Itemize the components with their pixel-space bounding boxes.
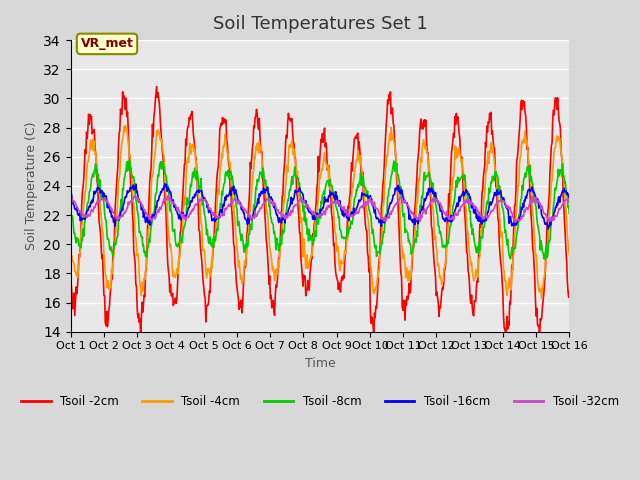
Tsoil -32cm <box>179 214 186 220</box>
Tsoil -16cm <box>205 210 212 216</box>
Text: VR_met: VR_met <box>81 37 134 50</box>
Tsoil -2cm <box>127 188 135 194</box>
Tsoil -32cm <box>566 199 573 205</box>
Line: Tsoil -8cm: Tsoil -8cm <box>70 161 570 259</box>
Tsoil -16cm <box>127 185 135 191</box>
Tsoil -8cm <box>381 220 388 226</box>
X-axis label: Time: Time <box>305 357 335 370</box>
Tsoil -2cm <box>381 147 388 153</box>
Tsoil -8cm <box>76 242 83 248</box>
Tsoil -32cm <box>381 215 388 220</box>
Tsoil -2cm <box>153 84 161 89</box>
Y-axis label: Soil Temperature (C): Soil Temperature (C) <box>24 121 38 250</box>
Tsoil -8cm <box>396 179 403 185</box>
Tsoil -8cm <box>541 256 548 262</box>
Line: Tsoil -16cm: Tsoil -16cm <box>70 184 570 229</box>
Tsoil -4cm <box>396 191 403 197</box>
Title: Soil Temperatures Set 1: Soil Temperatures Set 1 <box>212 15 428 33</box>
Tsoil -4cm <box>381 180 388 185</box>
Tsoil -8cm <box>125 158 133 164</box>
Tsoil -4cm <box>205 268 212 274</box>
Tsoil -4cm <box>67 246 74 252</box>
Tsoil -4cm <box>566 252 573 258</box>
Tsoil -2cm <box>67 288 74 294</box>
Tsoil -32cm <box>396 196 403 202</box>
Legend: Tsoil -2cm, Tsoil -4cm, Tsoil -8cm, Tsoil -16cm, Tsoil -32cm: Tsoil -2cm, Tsoil -4cm, Tsoil -8cm, Tsoi… <box>17 390 623 413</box>
Tsoil -16cm <box>566 199 573 205</box>
Tsoil -32cm <box>545 219 552 225</box>
Tsoil -16cm <box>179 213 186 218</box>
Tsoil -8cm <box>128 172 136 178</box>
Tsoil -32cm <box>205 206 212 212</box>
Tsoil -2cm <box>205 299 212 304</box>
Tsoil -16cm <box>67 192 74 197</box>
Tsoil -2cm <box>179 203 186 208</box>
Tsoil -4cm <box>122 122 129 128</box>
Tsoil -2cm <box>396 238 403 244</box>
Tsoil -16cm <box>544 227 552 232</box>
Tsoil -4cm <box>538 296 545 301</box>
Tsoil -16cm <box>381 218 388 224</box>
Line: Tsoil -2cm: Tsoil -2cm <box>70 86 570 339</box>
Tsoil -16cm <box>161 181 169 187</box>
Tsoil -16cm <box>76 210 83 216</box>
Line: Tsoil -4cm: Tsoil -4cm <box>70 125 570 299</box>
Tsoil -8cm <box>205 240 212 246</box>
Tsoil -4cm <box>128 172 136 178</box>
Tsoil -32cm <box>164 193 172 199</box>
Tsoil -2cm <box>76 254 83 260</box>
Tsoil -2cm <box>566 289 573 295</box>
Tsoil -4cm <box>76 252 83 257</box>
Tsoil -2cm <box>536 336 543 342</box>
Line: Tsoil -32cm: Tsoil -32cm <box>70 196 570 222</box>
Tsoil -4cm <box>179 230 186 236</box>
Tsoil -32cm <box>76 208 83 214</box>
Tsoil -32cm <box>67 194 74 200</box>
Tsoil -32cm <box>127 198 135 204</box>
Tsoil -8cm <box>566 211 573 217</box>
Tsoil -16cm <box>396 185 403 191</box>
Tsoil -8cm <box>67 209 74 215</box>
Tsoil -8cm <box>179 240 186 246</box>
